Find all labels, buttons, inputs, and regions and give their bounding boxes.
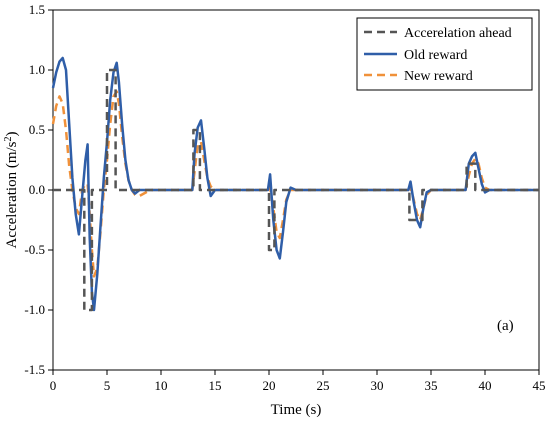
series-layer — [51, 56, 539, 312]
y-tick-label: 0.5 — [29, 122, 45, 137]
y-tick-label: -1.5 — [24, 362, 45, 377]
x-tick-label: 40 — [479, 378, 492, 393]
x-tick-label: 20 — [263, 378, 276, 393]
y-tick-label: 1.0 — [29, 62, 45, 77]
x-tick-label: 45 — [533, 378, 546, 393]
x-tick-label: 35 — [425, 378, 438, 393]
y-tick-label: 1.5 — [29, 2, 45, 17]
legend-label-old-reward: Old reward — [404, 48, 467, 63]
x-tick-label: 30 — [371, 378, 384, 393]
y-tick-label: -0.5 — [24, 242, 45, 257]
x-axis-title: Time (s) — [271, 402, 322, 418]
legend-label-new-reward: New reward — [404, 69, 473, 84]
x-axis: 0 5 10 15 20 25 30 35 40 45 — [50, 370, 546, 393]
panel-annotation: (a) — [497, 318, 514, 334]
y-axis-title-main: Acceleration (m/s — [4, 141, 20, 248]
x-tick-label: 0 — [50, 378, 57, 393]
y-tick-label: 0.0 — [29, 182, 45, 197]
y-axis-title-sup: 2 — [3, 136, 14, 141]
y-axis: -1.5 -1.0 -0.5 0.0 0.5 1.0 1.5 — [24, 2, 53, 377]
legend: Accerelation ahead Old reward New reward — [356, 17, 533, 91]
y-axis-title-end: ) — [4, 131, 20, 136]
x-tick-label: 5 — [104, 378, 111, 393]
legend-label-accerelation-ahead: Accerelation ahead — [404, 26, 512, 41]
x-tick-label: 10 — [155, 378, 168, 393]
y-axis-title: Acceleration (m/s2) — [3, 131, 21, 248]
x-tick-label: 25 — [317, 378, 330, 393]
y-tick-label: -1.0 — [24, 302, 45, 317]
x-tick-label: 15 — [209, 378, 222, 393]
series-line-accerelation-ahead — [53, 68, 539, 312]
